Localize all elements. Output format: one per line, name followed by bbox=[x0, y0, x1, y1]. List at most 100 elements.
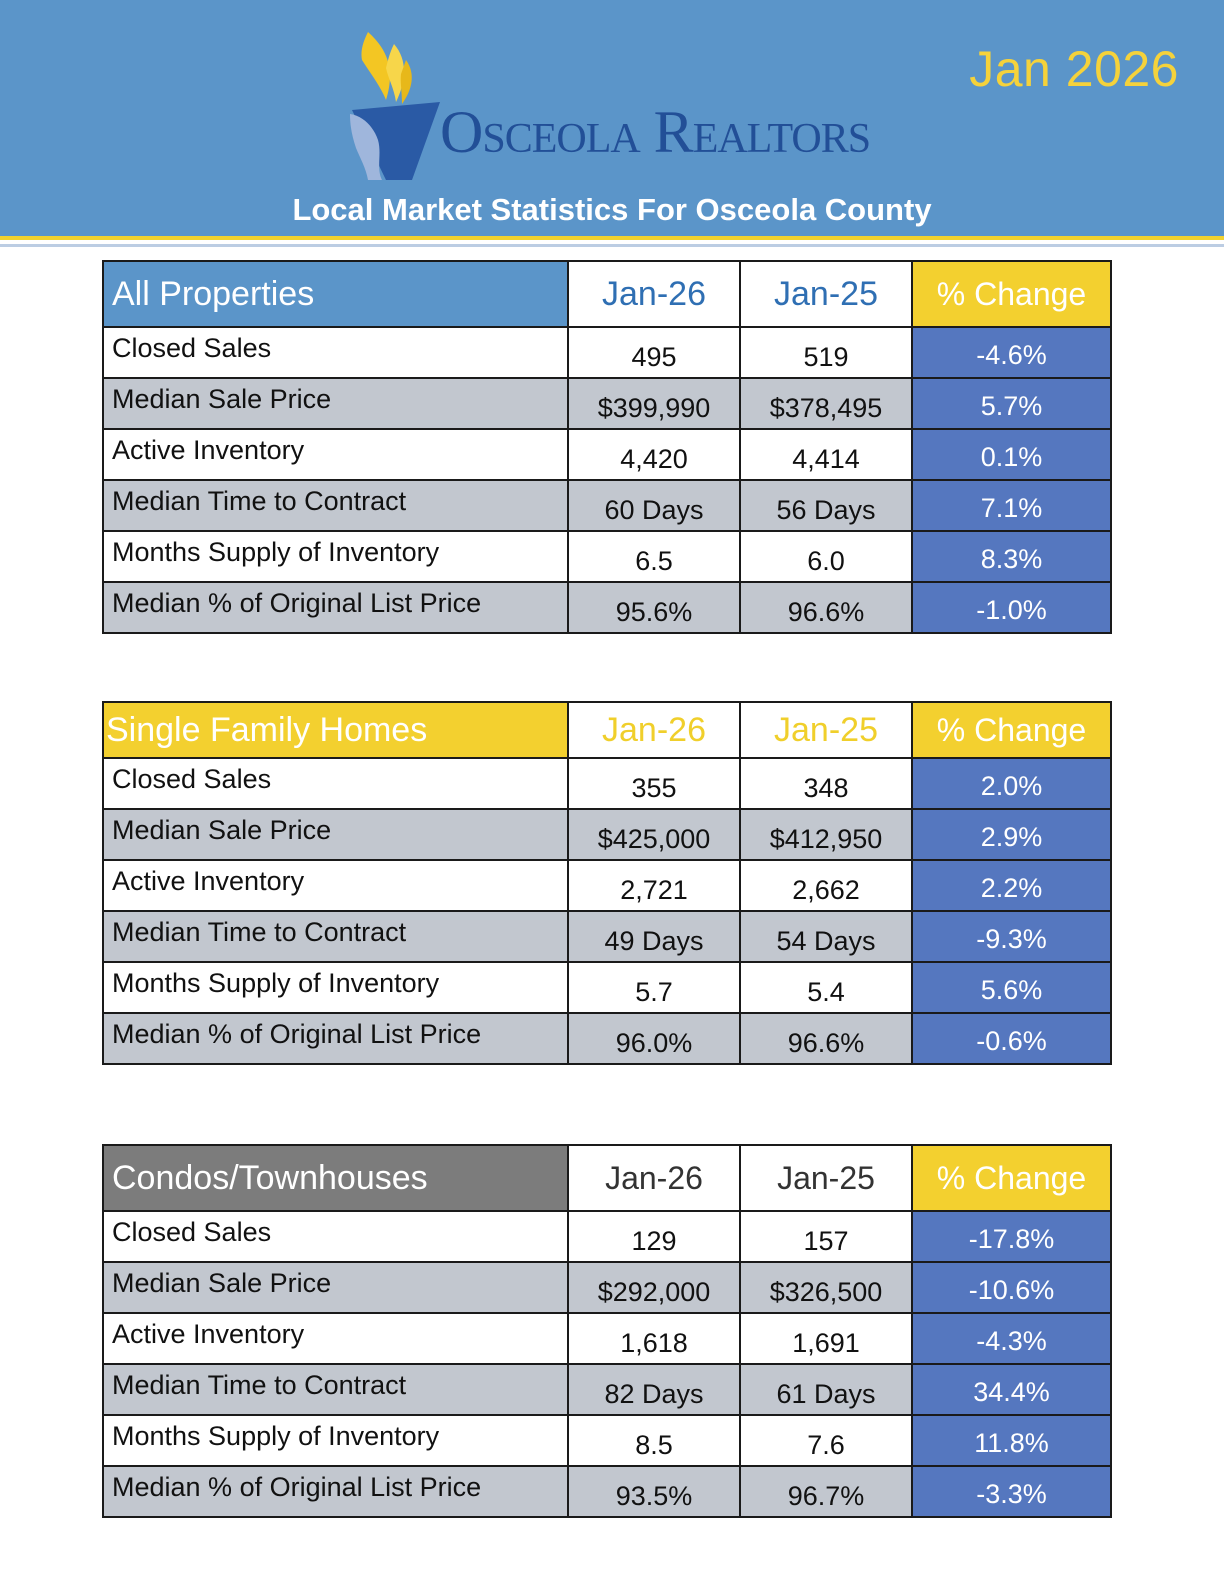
all-properties-table: All Properties Jan-26 Jan-25 % Change Cl… bbox=[102, 260, 1112, 634]
current-value: 129 bbox=[567, 1210, 741, 1263]
current-value: 8.5 bbox=[567, 1414, 741, 1467]
change-value: 2.0% bbox=[911, 757, 1112, 810]
table-row: Active Inventory 4,420 4,414 0.1% bbox=[102, 428, 1112, 481]
header-divider bbox=[0, 244, 1224, 247]
row-label: Median Sale Price bbox=[102, 1261, 569, 1314]
row-label: Closed Sales bbox=[102, 1210, 569, 1263]
change-value: 2.9% bbox=[911, 808, 1112, 861]
previous-value: 56 Days bbox=[739, 479, 913, 532]
torch-logo-icon bbox=[350, 32, 440, 180]
table-row: Median Sale Price $399,990 $378,495 5.7% bbox=[102, 377, 1112, 430]
current-value: 49 Days bbox=[567, 910, 741, 963]
row-label: Median Time to Contract bbox=[102, 910, 569, 963]
column-header-current: Jan-26 bbox=[567, 701, 741, 759]
table-row: Months Supply of Inventory 8.5 7.6 11.8% bbox=[102, 1414, 1112, 1467]
row-label: Active Inventory bbox=[102, 428, 569, 481]
page-header: Osceola Realtors Jan 2026 Local Market S… bbox=[0, 0, 1224, 240]
current-value: 4,420 bbox=[567, 428, 741, 481]
column-header-change: % Change bbox=[911, 260, 1112, 328]
current-value: 6.5 bbox=[567, 530, 741, 583]
previous-value: 54 Days bbox=[739, 910, 913, 963]
current-value: 95.6% bbox=[567, 581, 741, 634]
row-label: Months Supply of Inventory bbox=[102, 1414, 569, 1467]
row-label: Median Time to Contract bbox=[102, 1363, 569, 1416]
table-header-row: Condos/Townhouses Jan-26 Jan-25 % Change bbox=[102, 1144, 1112, 1212]
table-row: Closed Sales 129 157 -17.8% bbox=[102, 1210, 1112, 1263]
current-value: 2,721 bbox=[567, 859, 741, 912]
previous-value: 7.6 bbox=[739, 1414, 913, 1467]
table-row: Active Inventory 1,618 1,691 -4.3% bbox=[102, 1312, 1112, 1365]
row-label: Median Sale Price bbox=[102, 808, 569, 861]
change-value: 5.6% bbox=[911, 961, 1112, 1014]
current-value: 96.0% bbox=[567, 1012, 741, 1065]
page-subtitle: Local Market Statistics For Osceola Coun… bbox=[292, 192, 932, 227]
table-row: Median Time to Contract 49 Days 54 Days … bbox=[102, 910, 1112, 963]
previous-value: $326,500 bbox=[739, 1261, 913, 1314]
previous-value: $378,495 bbox=[739, 377, 913, 430]
current-value: 1,618 bbox=[567, 1312, 741, 1365]
table-title: Single Family Homes bbox=[102, 701, 569, 759]
table-header-row: Single Family Homes Jan-26 Jan-25 % Chan… bbox=[102, 701, 1112, 759]
previous-value: 61 Days bbox=[739, 1363, 913, 1416]
column-header-previous: Jan-25 bbox=[739, 260, 913, 328]
current-value: 60 Days bbox=[567, 479, 741, 532]
row-label: Median % of Original List Price bbox=[102, 1012, 569, 1065]
table-row: Closed Sales 355 348 2.0% bbox=[102, 757, 1112, 810]
table-row: Median Time to Contract 82 Days 61 Days … bbox=[102, 1363, 1112, 1416]
previous-value: 96.6% bbox=[739, 581, 913, 634]
current-value: $399,990 bbox=[567, 377, 741, 430]
column-header-change: % Change bbox=[911, 1144, 1112, 1212]
report-month: Jan 2026 bbox=[969, 41, 1179, 97]
previous-value: 96.7% bbox=[739, 1465, 913, 1518]
column-header-current: Jan-26 bbox=[567, 260, 741, 328]
current-value: 93.5% bbox=[567, 1465, 741, 1518]
change-value: 8.3% bbox=[911, 530, 1112, 583]
column-header-current: Jan-26 bbox=[567, 1144, 741, 1212]
column-header-change: % Change bbox=[911, 701, 1112, 759]
current-value: 355 bbox=[567, 757, 741, 810]
previous-value: 2,662 bbox=[739, 859, 913, 912]
column-header-previous: Jan-25 bbox=[739, 1144, 913, 1212]
table-row: Median % of Original List Price 96.0% 96… bbox=[102, 1012, 1112, 1065]
previous-value: 348 bbox=[739, 757, 913, 810]
single-family-homes-table: Single Family Homes Jan-26 Jan-25 % Chan… bbox=[102, 701, 1112, 1065]
table-row: Median % of Original List Price 93.5% 96… bbox=[102, 1465, 1112, 1518]
column-header-previous: Jan-25 bbox=[739, 701, 913, 759]
change-value: -9.3% bbox=[911, 910, 1112, 963]
table-row: Median Sale Price $292,000 $326,500 -10.… bbox=[102, 1261, 1112, 1314]
row-label: Median Sale Price bbox=[102, 377, 569, 430]
table-row: Median Time to Contract 60 Days 56 Days … bbox=[102, 479, 1112, 532]
current-value: 5.7 bbox=[567, 961, 741, 1014]
condos-townhouses-table: Condos/Townhouses Jan-26 Jan-25 % Change… bbox=[102, 1144, 1112, 1518]
table-row: Closed Sales 495 519 -4.6% bbox=[102, 326, 1112, 379]
row-label: Active Inventory bbox=[102, 1312, 569, 1365]
change-value: -3.3% bbox=[911, 1465, 1112, 1518]
change-value: -0.6% bbox=[911, 1012, 1112, 1065]
table-row: Median Sale Price $425,000 $412,950 2.9% bbox=[102, 808, 1112, 861]
table-title: Condos/Townhouses bbox=[102, 1144, 569, 1212]
change-value: 2.2% bbox=[911, 859, 1112, 912]
row-label: Closed Sales bbox=[102, 757, 569, 810]
row-label: Median Time to Contract bbox=[102, 479, 569, 532]
change-value: -17.8% bbox=[911, 1210, 1112, 1263]
row-label: Months Supply of Inventory bbox=[102, 961, 569, 1014]
change-value: 11.8% bbox=[911, 1414, 1112, 1467]
change-value: 34.4% bbox=[911, 1363, 1112, 1416]
table-row: Months Supply of Inventory 6.5 6.0 8.3% bbox=[102, 530, 1112, 583]
change-value: 0.1% bbox=[911, 428, 1112, 481]
previous-value: 96.6% bbox=[739, 1012, 913, 1065]
table-row: Median % of Original List Price 95.6% 96… bbox=[102, 581, 1112, 634]
row-label: Median % of Original List Price bbox=[102, 581, 569, 634]
brand-name: Osceola Realtors bbox=[440, 99, 871, 165]
current-value: $292,000 bbox=[567, 1261, 741, 1314]
previous-value: $412,950 bbox=[739, 808, 913, 861]
previous-value: 4,414 bbox=[739, 428, 913, 481]
current-value: 495 bbox=[567, 326, 741, 379]
change-value: 7.1% bbox=[911, 479, 1112, 532]
previous-value: 6.0 bbox=[739, 530, 913, 583]
previous-value: 5.4 bbox=[739, 961, 913, 1014]
previous-value: 1,691 bbox=[739, 1312, 913, 1365]
previous-value: 157 bbox=[739, 1210, 913, 1263]
change-value: -10.6% bbox=[911, 1261, 1112, 1314]
row-label: Closed Sales bbox=[102, 326, 569, 379]
